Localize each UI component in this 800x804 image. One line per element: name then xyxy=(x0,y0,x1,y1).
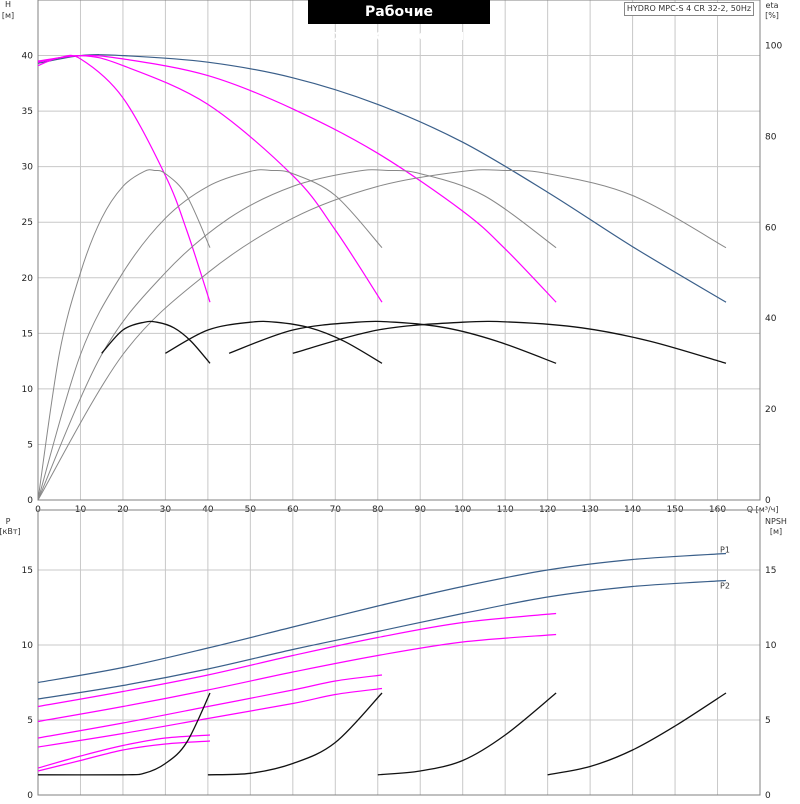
y-left-tick-label: 5 xyxy=(27,716,33,726)
model-label: HYDRO MPC-S 4 CR 32-2, 50Hz xyxy=(624,2,754,16)
series-line-top-5 xyxy=(37,169,383,501)
y-left-tick-label: 40 xyxy=(22,52,34,62)
chart-title: Рабочие характеристики xyxy=(308,0,490,44)
y-left-tick-label: 0 xyxy=(27,496,33,506)
y-right-axis-label: NPSH xyxy=(765,517,787,526)
series-line-top-7 xyxy=(37,169,727,501)
y-right-tick-label: 0 xyxy=(765,791,771,800)
y-left-tick-label: 10 xyxy=(22,641,34,651)
y-right-axis-unit: [м] xyxy=(770,527,782,536)
series-line-top-1 xyxy=(37,54,557,303)
series-label-P1: P1 xyxy=(720,546,730,555)
series-line-top-11 xyxy=(292,320,727,364)
series-line-top-8 xyxy=(101,320,211,364)
series-line-top-3 xyxy=(37,54,211,303)
y-right-axis-label: eta xyxy=(766,1,779,10)
series-label-P2: P2 xyxy=(720,582,730,591)
series-line-bottom-2 xyxy=(37,612,557,708)
y-left-tick-label: 0 xyxy=(27,791,33,800)
y-right-tick-label: 0 xyxy=(765,496,771,506)
y-right-axis-unit: [%] xyxy=(765,11,779,20)
series-line-bottom-1 xyxy=(37,579,727,700)
series-line-bottom-0 xyxy=(37,552,727,684)
series-line-bottom-11 xyxy=(547,692,727,776)
series-line-bottom-8 xyxy=(37,692,211,776)
y-left-axis-label: H xyxy=(5,0,11,9)
y-left-axis-label: P xyxy=(6,517,11,526)
plot-frame xyxy=(37,509,761,796)
y-left-tick-label: 15 xyxy=(22,566,33,576)
y-right-tick-label: 60 xyxy=(765,223,777,233)
y-left-tick-label: 35 xyxy=(22,107,33,117)
series-line-bottom-10 xyxy=(377,692,557,776)
series-line-bottom-3 xyxy=(37,633,557,723)
series-line-bottom-4 xyxy=(37,674,383,739)
series-line-bottom-7 xyxy=(37,740,211,772)
y-left-tick-label: 25 xyxy=(22,218,33,228)
series-line-bottom-9 xyxy=(207,692,383,776)
plot-frame xyxy=(37,0,761,501)
y-right-tick-label: 15 xyxy=(765,566,776,576)
y-left-tick-label: 15 xyxy=(22,329,33,339)
y-left-tick-label: 5 xyxy=(27,440,33,450)
y-right-tick-label: 10 xyxy=(765,641,777,651)
series-line-top-6 xyxy=(37,169,557,501)
series-line-top-0 xyxy=(37,54,727,303)
y-right-tick-label: 5 xyxy=(765,716,771,726)
series-line-top-9 xyxy=(165,320,383,364)
y-right-tick-label: 40 xyxy=(765,314,777,324)
y-right-tick-label: 20 xyxy=(765,405,777,415)
y-left-tick-label: 20 xyxy=(22,274,34,284)
series-line-bottom-6 xyxy=(37,734,211,769)
series-line-top-2 xyxy=(37,54,383,303)
series-line-top-4 xyxy=(37,169,211,501)
y-left-axis-unit: [м] xyxy=(2,11,14,20)
y-right-tick-label: 80 xyxy=(765,132,777,142)
y-left-axis-unit: [кВт] xyxy=(0,527,21,536)
series-line-bottom-5 xyxy=(37,687,383,748)
y-left-tick-label: 10 xyxy=(22,385,34,395)
y-left-tick-label: 30 xyxy=(22,163,34,173)
series-line-top-10 xyxy=(228,320,557,364)
y-right-tick-label: 100 xyxy=(765,41,782,51)
x-axis-label: Q [м³/ч] xyxy=(747,505,779,514)
